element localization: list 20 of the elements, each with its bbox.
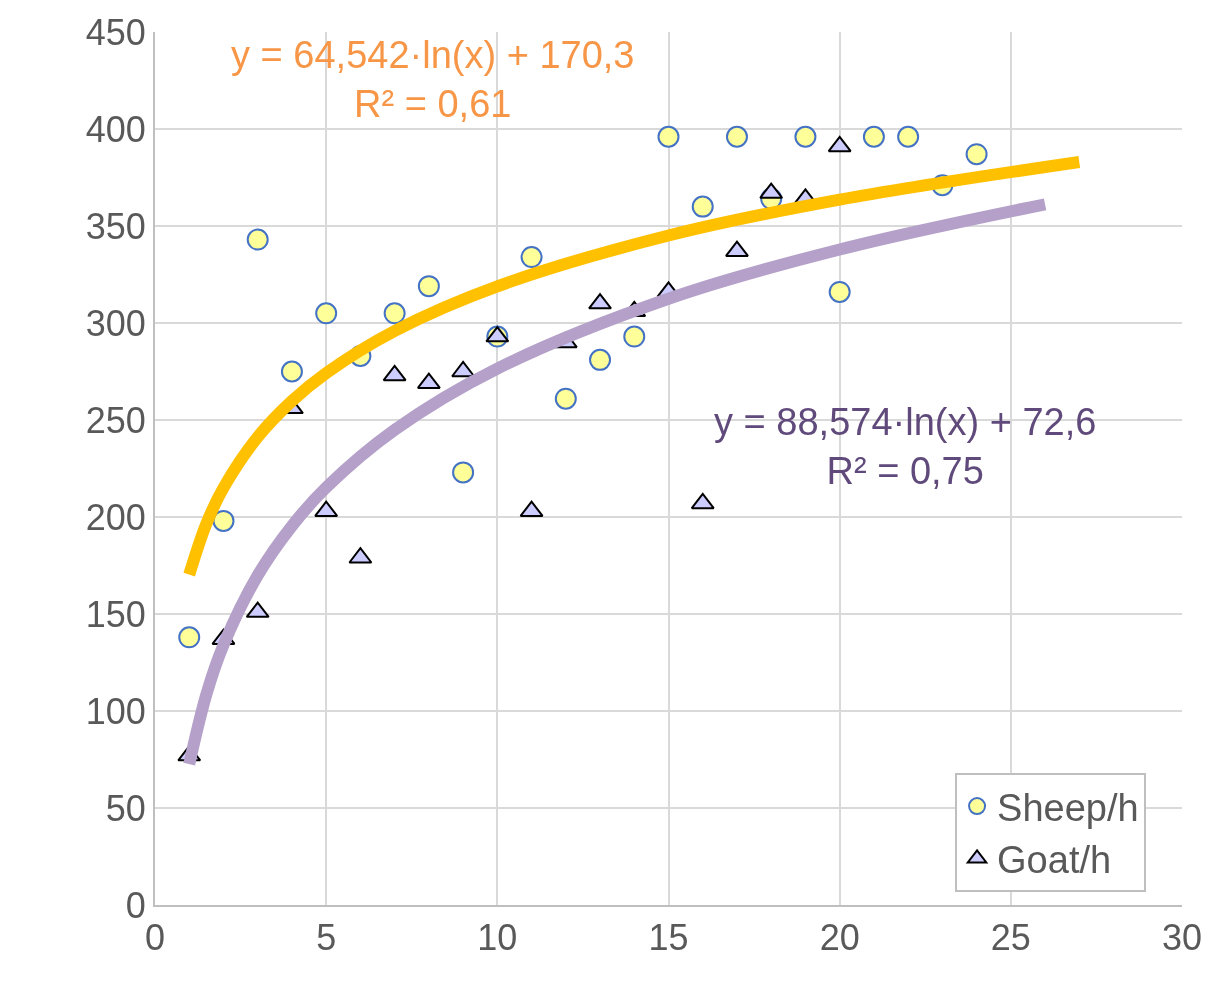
x-tick-label: 25 [990, 917, 1031, 959]
y-tick-label: 0 [125, 884, 146, 926]
y-tick-label: 350 [85, 205, 146, 247]
y-tick-label: 200 [85, 496, 146, 538]
x-tick-label: 15 [648, 917, 689, 959]
legend-label: Goat/h [997, 839, 1112, 882]
y-tick-label: 450 [85, 11, 146, 53]
x-tick-label: 5 [316, 917, 337, 959]
x-tick-label: 20 [819, 917, 860, 959]
y-tick-label: 400 [85, 108, 146, 150]
y-tick-label: 50 [105, 787, 146, 829]
x-tick-label: 10 [477, 917, 518, 959]
y-tick-label: 100 [85, 690, 146, 732]
y-tick-label: 300 [85, 302, 146, 344]
annotation: y = 88,574·ln(x) + 72,6 R² = 0,75 [714, 401, 1097, 493]
x-tick-label: 30 [1161, 917, 1203, 959]
annotation: y = 64,542·ln(x) + 170,3 R² = 0,61 [231, 34, 635, 126]
y-tick-label: 250 [85, 399, 146, 441]
y-tick-label: 150 [85, 593, 146, 635]
legend-label: Sheep/h [997, 786, 1139, 829]
